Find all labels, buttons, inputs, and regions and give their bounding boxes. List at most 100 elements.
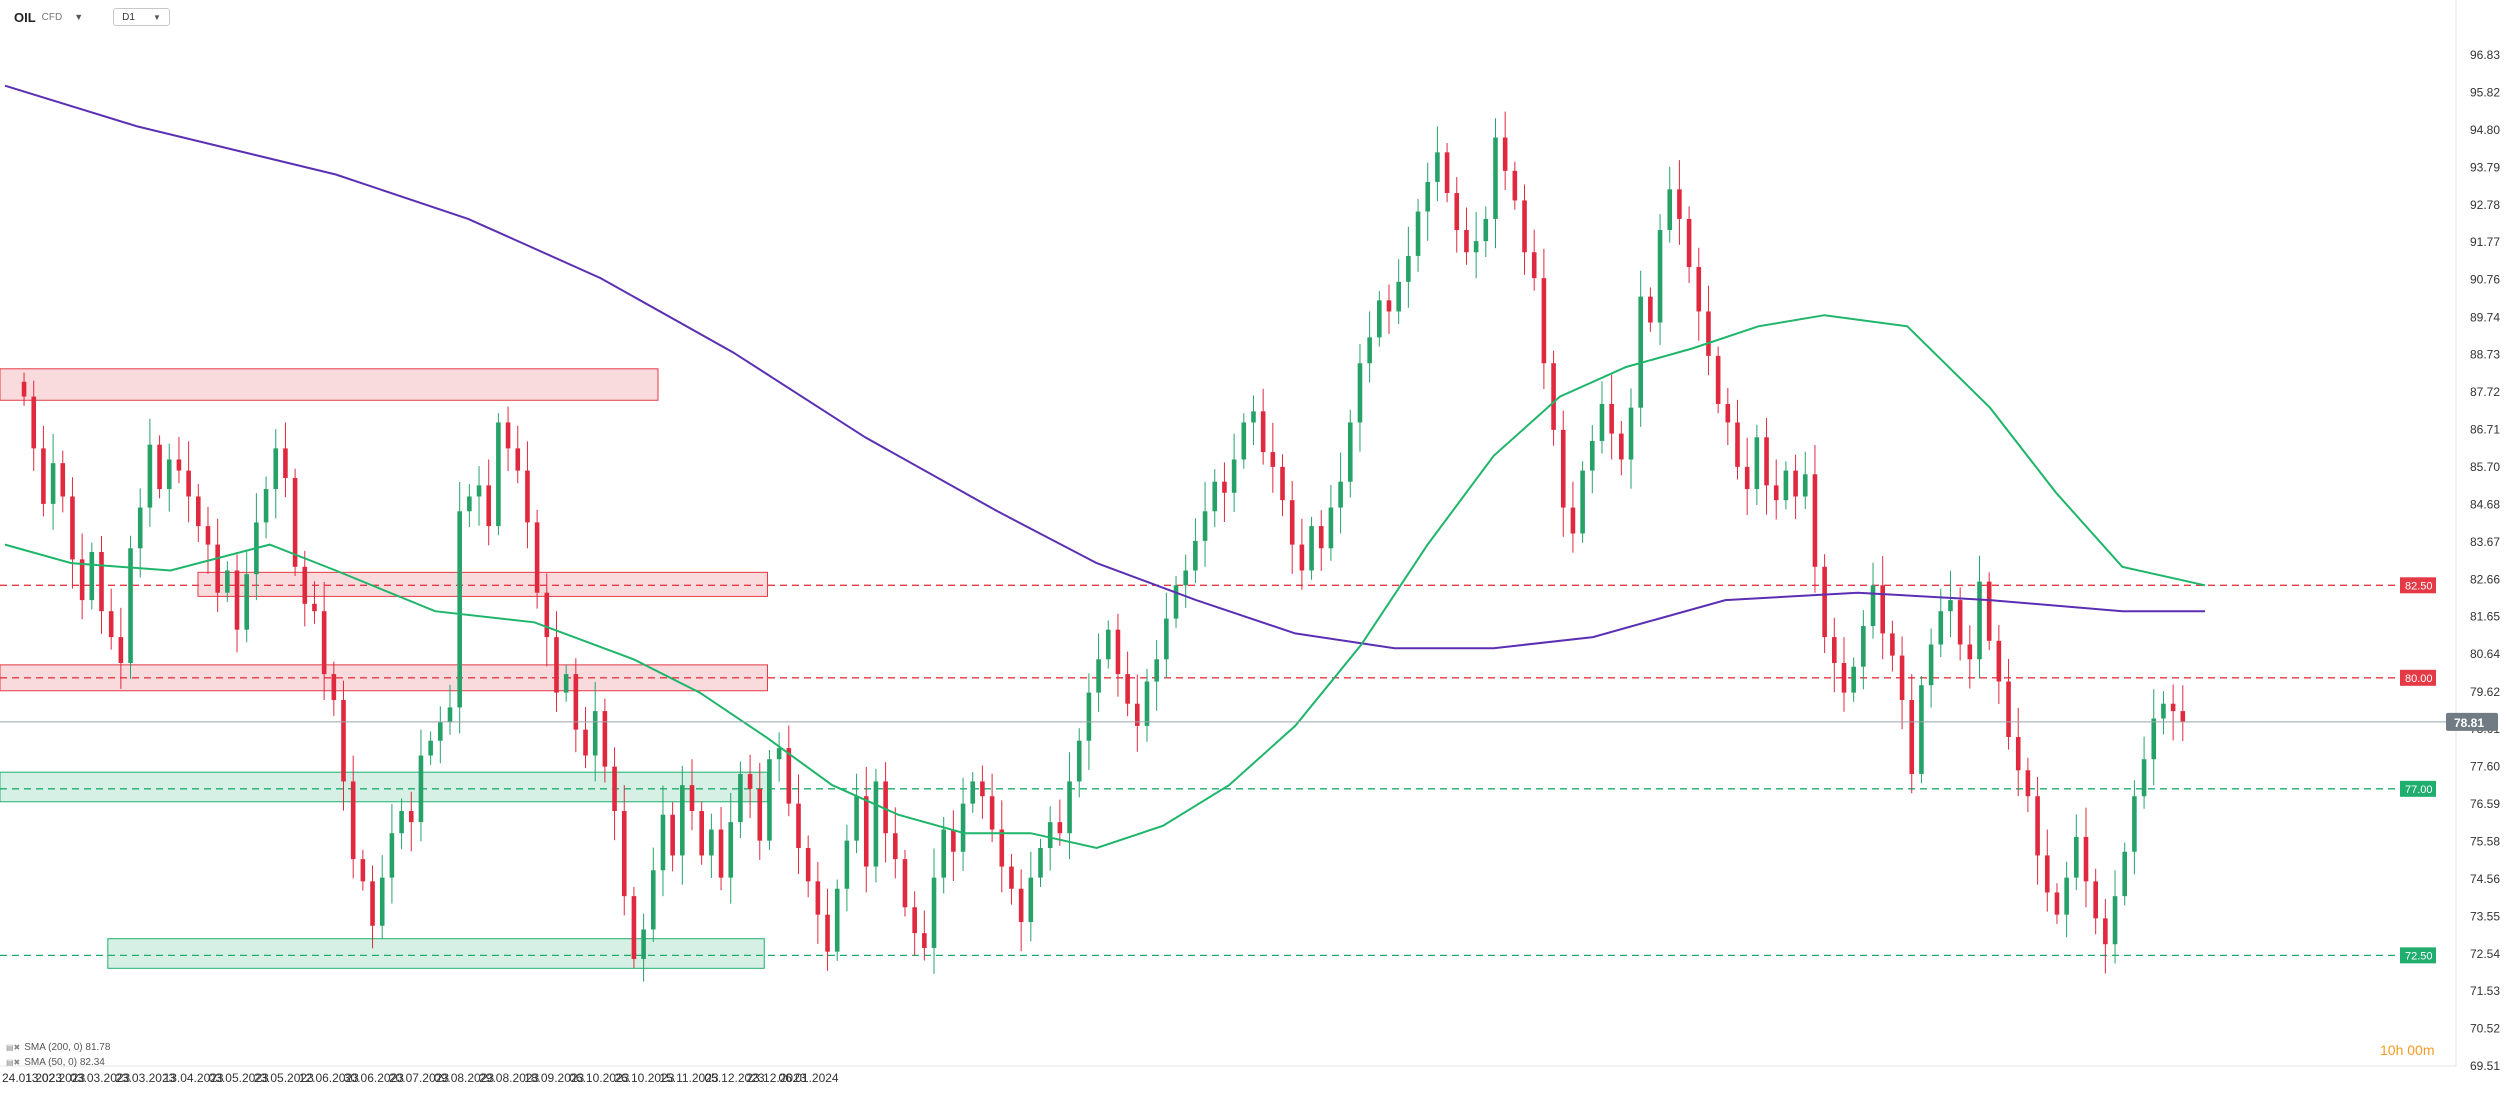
legend-sma200[interactable]: ▤✖ SMA (200, 0) 81.78 xyxy=(6,1040,110,1055)
last-price-box xyxy=(2446,712,2498,731)
bear-candle xyxy=(1832,637,1837,664)
bull-candle xyxy=(428,740,433,756)
level-label-box xyxy=(2400,780,2436,797)
legend-sma50[interactable]: ▤✖ SMA (50, 0) 82.34 xyxy=(6,1055,110,1070)
symbol-dropdown-icon[interactable]: ▼ xyxy=(74,12,84,22)
bull-candle xyxy=(970,781,976,804)
timeframe-select[interactable]: D1 ▼ xyxy=(113,8,170,26)
x-tick-label: 13.04.2023 xyxy=(164,1071,224,1085)
y-tick-label: 93.79 xyxy=(2470,160,2500,174)
bear-candle xyxy=(108,611,114,638)
bull-candle xyxy=(379,877,385,926)
bear-candle xyxy=(1909,700,1915,775)
y-tick-label: 95.82 xyxy=(2470,85,2500,99)
indicator-settings-icon[interactable]: ▤✖ xyxy=(6,1043,21,1052)
bear-candle xyxy=(1280,466,1285,501)
bear-candle xyxy=(1531,252,1537,279)
candles xyxy=(21,111,2186,982)
indicator-settings-icon[interactable]: ▤✖ xyxy=(6,1058,21,1067)
bull-candle xyxy=(50,463,56,504)
bear-candle xyxy=(573,674,579,730)
bear-candle xyxy=(786,748,792,804)
bear-candle xyxy=(621,811,627,897)
bear-candle xyxy=(1270,452,1276,467)
bear-candle xyxy=(1957,600,1963,645)
bull-candle xyxy=(1347,422,1353,482)
symbol-label[interactable]: OIL xyxy=(14,9,36,25)
bear-candle xyxy=(1260,411,1266,453)
bear-candle xyxy=(757,788,763,841)
bull-candle xyxy=(244,574,250,630)
bull-candle xyxy=(738,774,743,823)
bear-candle xyxy=(554,637,559,693)
bull-candle xyxy=(2151,718,2157,760)
bear-candle xyxy=(1793,470,1798,497)
x-tick-label: 20.07.2023 xyxy=(389,1071,449,1085)
bull-candle xyxy=(854,796,859,841)
y-tick-label: 89.74 xyxy=(2470,310,2500,324)
bear-candle xyxy=(1299,544,1305,571)
bear-candle xyxy=(1899,655,1905,701)
candle-countdown: 10h 00m xyxy=(2380,1042,2435,1058)
x-tick-label: 06.10.2023 xyxy=(569,1071,629,1085)
bear-candle xyxy=(1735,422,1740,467)
bear-candle xyxy=(118,637,124,664)
bear-candle xyxy=(747,774,753,789)
bull-candle xyxy=(1948,600,1953,612)
bear-candle xyxy=(1222,481,1227,493)
bull-candle xyxy=(1338,481,1343,508)
bear-candle xyxy=(176,459,182,471)
resistance-zone xyxy=(0,368,659,401)
bull-candle xyxy=(1076,740,1082,782)
bull-candle xyxy=(1473,241,1479,253)
bear-candle xyxy=(951,829,956,852)
bear-candle xyxy=(321,611,327,675)
bear-candle xyxy=(1677,189,1682,219)
bear-candle xyxy=(1009,866,1014,889)
bear-candle xyxy=(980,781,985,797)
bull-candle xyxy=(1212,481,1218,512)
bear-candle xyxy=(1773,485,1779,501)
bear-candle xyxy=(825,914,830,952)
bull-candle xyxy=(389,833,395,878)
moving-averages xyxy=(4,84,2206,850)
bear-candle xyxy=(1464,230,1469,253)
bear-candle xyxy=(70,496,75,560)
bull-candle xyxy=(447,707,453,723)
bull-candle xyxy=(1938,611,1944,645)
bull-candle xyxy=(563,674,569,693)
bear-candle xyxy=(1696,267,1702,312)
bear-candle xyxy=(1648,296,1653,323)
bear-candle xyxy=(79,559,85,601)
bear-candle xyxy=(2006,681,2011,738)
bull-candle xyxy=(399,811,404,834)
bull-candle xyxy=(1105,629,1111,660)
y-tick-label: 80.64 xyxy=(2470,647,2500,661)
bull-candle xyxy=(1851,666,1856,693)
bull-candle xyxy=(1802,474,1808,497)
bear-candle xyxy=(1967,644,1973,660)
x-tick-label: 05.12.2023 xyxy=(705,1071,765,1085)
bear-candle xyxy=(1541,278,1547,364)
bull-candle xyxy=(1028,877,1034,923)
bull-candle xyxy=(438,722,443,741)
bull-candle xyxy=(1067,781,1072,834)
bear-candle xyxy=(1386,300,1392,312)
bear-candle xyxy=(883,781,888,834)
level-label-box xyxy=(2400,669,2436,686)
horizontal-zones xyxy=(0,368,768,969)
timeframe-value: D1 xyxy=(122,11,135,23)
level-label: 72.50 xyxy=(2405,950,2433,962)
bear-candle xyxy=(186,470,191,497)
y-tick-label: 85.70 xyxy=(2470,460,2500,474)
support-zone xyxy=(107,938,765,969)
bull-candle xyxy=(1396,281,1401,312)
bull-candle xyxy=(1928,644,1934,686)
bear-candle xyxy=(312,603,317,612)
chevron-down-icon: ▼ xyxy=(152,12,161,22)
bull-candle xyxy=(1231,459,1237,493)
bear-candle xyxy=(912,907,917,934)
x-tick-label: 23.05.2023 xyxy=(254,1071,314,1085)
level-label: 80.00 xyxy=(2405,673,2433,685)
